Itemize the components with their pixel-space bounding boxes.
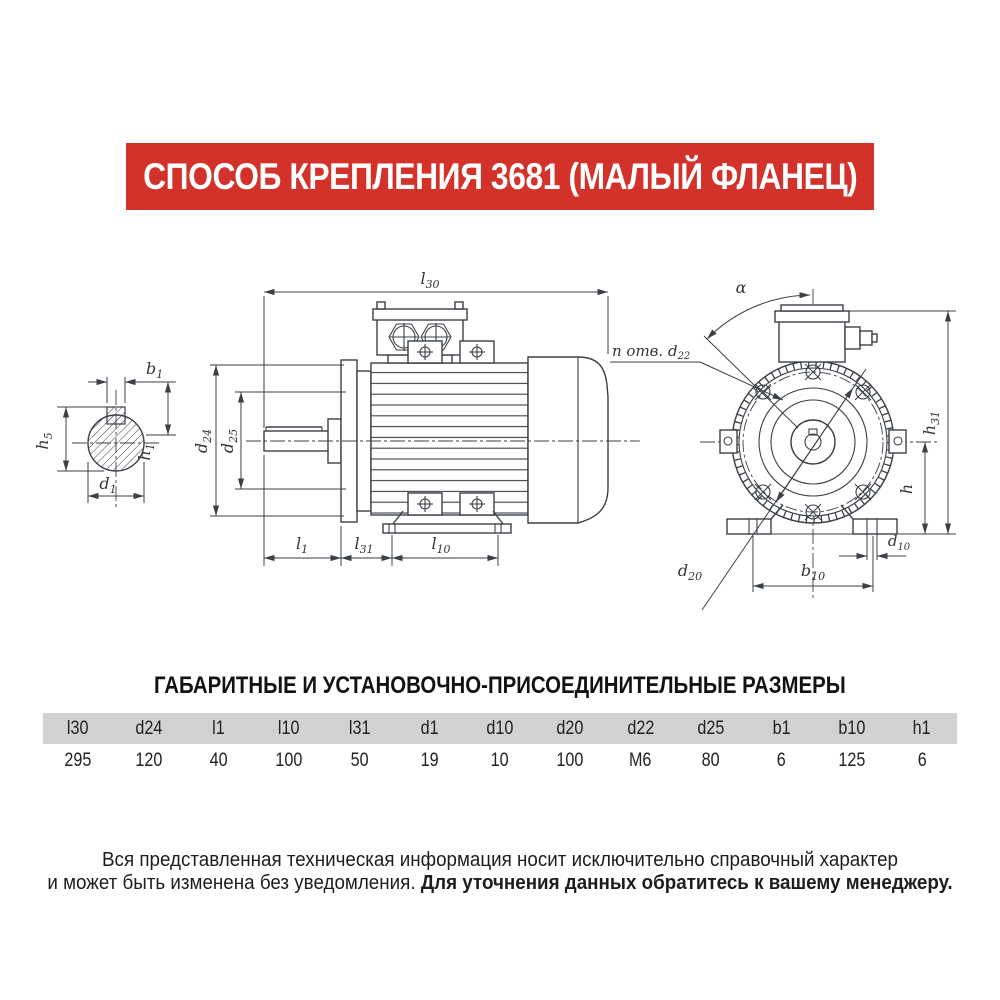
- dim-label-d20: d20: [678, 561, 702, 583]
- shaft-hub: [790, 419, 836, 465]
- dim-label-d25: d25: [218, 429, 240, 453]
- technical-drawing: b1 h5 h1 d1: [33, 269, 956, 611]
- table-header-cell: l1: [212, 717, 226, 739]
- table-header-cell: l10: [278, 717, 300, 739]
- cable-gland: [420, 323, 452, 351]
- table-value-cell: 100: [556, 750, 584, 771]
- dim-label-d1: d1: [99, 474, 116, 496]
- motor-foot: [852, 518, 898, 535]
- table-value-cell: 40: [209, 750, 228, 771]
- mount-type-banner: СПОСОБ КРЕПЛЕНИЯ 3681 (МАЛЫЙ ФЛАНЕЦ): [126, 143, 874, 210]
- table-header-cell: d22: [627, 717, 655, 739]
- table-header-cell: d20: [556, 717, 584, 739]
- table-value-row: 295 120 40 100 50 19 10 100 M6 80 6 125 …: [43, 744, 957, 778]
- dim-label-h1: h1: [135, 443, 157, 460]
- keyway: [106, 406, 126, 425]
- table-header-cell: d10: [486, 717, 514, 739]
- dim-label-l31: l31: [354, 534, 373, 556]
- dim-label-d10: d10: [888, 532, 911, 553]
- section-title: ГАБАРИТНЫЕ И УСТАНОВОЧНО-ПРИСОЕДИНИТЕЛЬН…: [154, 672, 846, 699]
- table-value-cell: 6: [776, 750, 786, 771]
- dim-label-h: h: [897, 484, 916, 494]
- banner-title: СПОСОБ КРЕПЛЕНИЯ 3681 (МАЛЫЙ ФЛАНЕЦ): [142, 155, 858, 197]
- fan-cover: [527, 356, 609, 524]
- table-header-cell: l31: [348, 717, 371, 739]
- table-value-cell: 80: [701, 750, 720, 771]
- table-value-cell: 295: [64, 750, 92, 771]
- table-value-cell: 100: [275, 750, 303, 771]
- table-header-cell: l30: [67, 717, 89, 739]
- dim-label-alpha: α: [736, 278, 747, 297]
- dim-label-b1: b1: [146, 359, 163, 381]
- table-header-cell: b1: [772, 717, 791, 739]
- dim-label-l30: l30: [420, 269, 439, 291]
- table-header-cell: d25: [697, 717, 725, 739]
- table-value-cell: 120: [134, 750, 162, 771]
- table-value-cell: 6: [917, 750, 927, 771]
- table-value-cell: M6: [629, 750, 652, 771]
- disclaimer-line-2: и может быть изменена без уведомления. Д…: [47, 872, 953, 894]
- disclaimer-line-1: Вся представленная техническая информаци…: [101, 849, 898, 871]
- table-value-cell: 125: [838, 750, 865, 771]
- table-header-cell: h1: [912, 717, 931, 739]
- motor-foot: [382, 523, 512, 534]
- dim-label-l10: l10: [431, 534, 450, 556]
- dim-label-h5: h5: [33, 432, 55, 449]
- flange-holes: [754, 363, 872, 521]
- cable-gland-side: [844, 326, 861, 350]
- table-value-cell: 50: [350, 750, 369, 771]
- table-value-cell: 19: [420, 750, 439, 771]
- front-view: h31 h d10 b10 d20 α n отв. d22: [610, 278, 956, 611]
- side-view: l30 d24 d25 l1 l31 l10: [192, 269, 640, 566]
- table-header-row: l30 d24 l1 l10 l31 d1 d10 d20 d22 d25 b1…: [43, 713, 957, 744]
- dim-label-n-otv-d22: n отв. d22: [612, 342, 690, 362]
- dim-label-h31: h31: [920, 411, 942, 435]
- footer-disclaimer: Вся представленная техническая информаци…: [0, 849, 1000, 895]
- table-value-cell: 10: [491, 750, 509, 771]
- dimensions-table: l30 d24 l1 l10 l31 d1 d10 d20 d22 d25 b1…: [43, 713, 957, 778]
- dim-label-l1: l1: [296, 534, 308, 556]
- dim-label-b10: b10: [801, 561, 825, 583]
- table-header-cell: b10: [838, 717, 865, 739]
- table-header-cell: d24: [134, 717, 162, 739]
- table-header-cell: d1: [420, 717, 439, 739]
- shaft-section-view: b1 h5 h1 d1: [33, 359, 176, 508]
- terminal-box-front: [778, 319, 846, 363]
- dim-label-d24: d24: [192, 429, 214, 453]
